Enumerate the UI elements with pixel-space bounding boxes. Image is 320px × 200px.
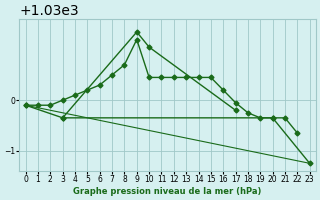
X-axis label: Graphe pression niveau de la mer (hPa): Graphe pression niveau de la mer (hPa) [74, 187, 262, 196]
